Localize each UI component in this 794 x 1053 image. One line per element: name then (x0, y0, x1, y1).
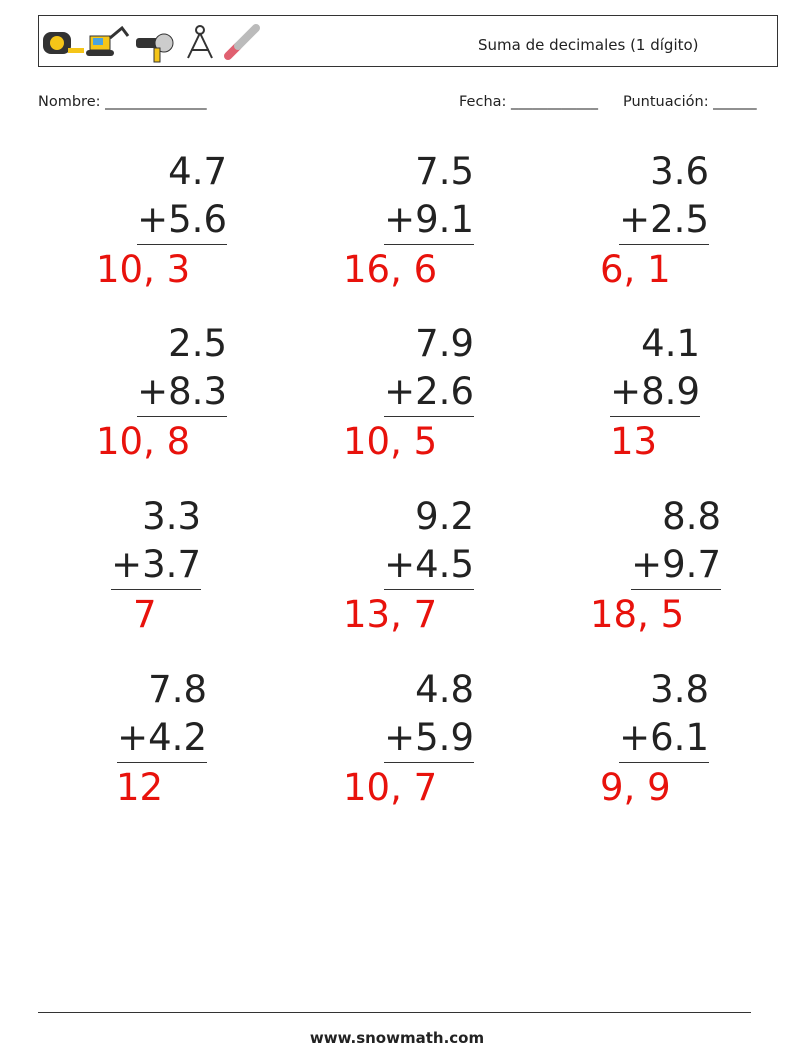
answer: 10, 7 (343, 766, 438, 809)
addend-bottom: +4.5 (384, 543, 474, 586)
addend-bottom: +2.6 (384, 370, 474, 413)
title: Suma de decimales (1 dígito) (478, 36, 699, 54)
addend-top: 3.3 (142, 495, 201, 538)
addend-top: 7.9 (415, 322, 474, 365)
addend-top: 3.6 (650, 150, 709, 193)
answer: 12 (116, 766, 164, 809)
addend-bottom: +2.5 (619, 198, 709, 241)
addend-top: 7.5 (415, 150, 474, 193)
answer-rule (117, 762, 207, 763)
answer: 10, 8 (96, 420, 191, 463)
answer-rule (137, 416, 227, 417)
answer: 10, 5 (343, 420, 438, 463)
score-field: Puntuación: ______ (623, 94, 757, 110)
date-field: Fecha: ____________ (459, 94, 599, 110)
answer-rule (384, 589, 474, 590)
answer-rule (384, 244, 474, 245)
addend-bottom: +8.3 (137, 370, 227, 413)
answer-rule (619, 762, 709, 763)
answer-rule (137, 244, 227, 245)
header-box (38, 15, 778, 67)
addend-bottom: +9.7 (631, 543, 721, 586)
footer-rule (38, 1012, 751, 1013)
answer: 18, 5 (590, 593, 685, 636)
answer: 13, 7 (343, 593, 438, 636)
answer-rule (384, 416, 474, 417)
answer-rule (111, 589, 201, 590)
addend-top: 7.8 (148, 668, 207, 711)
answer: 13 (610, 420, 658, 463)
answer: 16, 6 (343, 248, 438, 291)
answer: 6, 1 (600, 248, 671, 291)
addend-bottom: +4.2 (117, 716, 207, 759)
answer: 10, 3 (96, 248, 191, 291)
answer: 7 (133, 593, 157, 636)
addend-bottom: +9.1 (384, 198, 474, 241)
answer-rule (384, 762, 474, 763)
addend-top: 9.2 (415, 495, 474, 538)
addend-bottom: +8.9 (610, 370, 700, 413)
addend-bottom: +6.1 (619, 716, 709, 759)
answer-rule (610, 416, 700, 417)
addend-top: 4.8 (415, 668, 474, 711)
addend-top: 4.1 (641, 322, 700, 365)
name-field: Nombre: ______________ (38, 94, 207, 110)
answer-rule (631, 589, 721, 590)
addend-top: 3.8 (650, 668, 709, 711)
addend-top: 4.7 (168, 150, 227, 193)
answer: 9, 9 (600, 766, 671, 809)
header-icons (43, 24, 260, 63)
addend-top: 2.5 (168, 322, 227, 365)
answer-rule (619, 244, 709, 245)
addend-top: 8.8 (662, 495, 721, 538)
footer-url: www.snowmath.com (309, 1029, 485, 1047)
addend-bottom: +5.6 (137, 198, 227, 241)
addend-bottom: +3.7 (111, 543, 201, 586)
addend-bottom: +5.9 (384, 716, 474, 759)
